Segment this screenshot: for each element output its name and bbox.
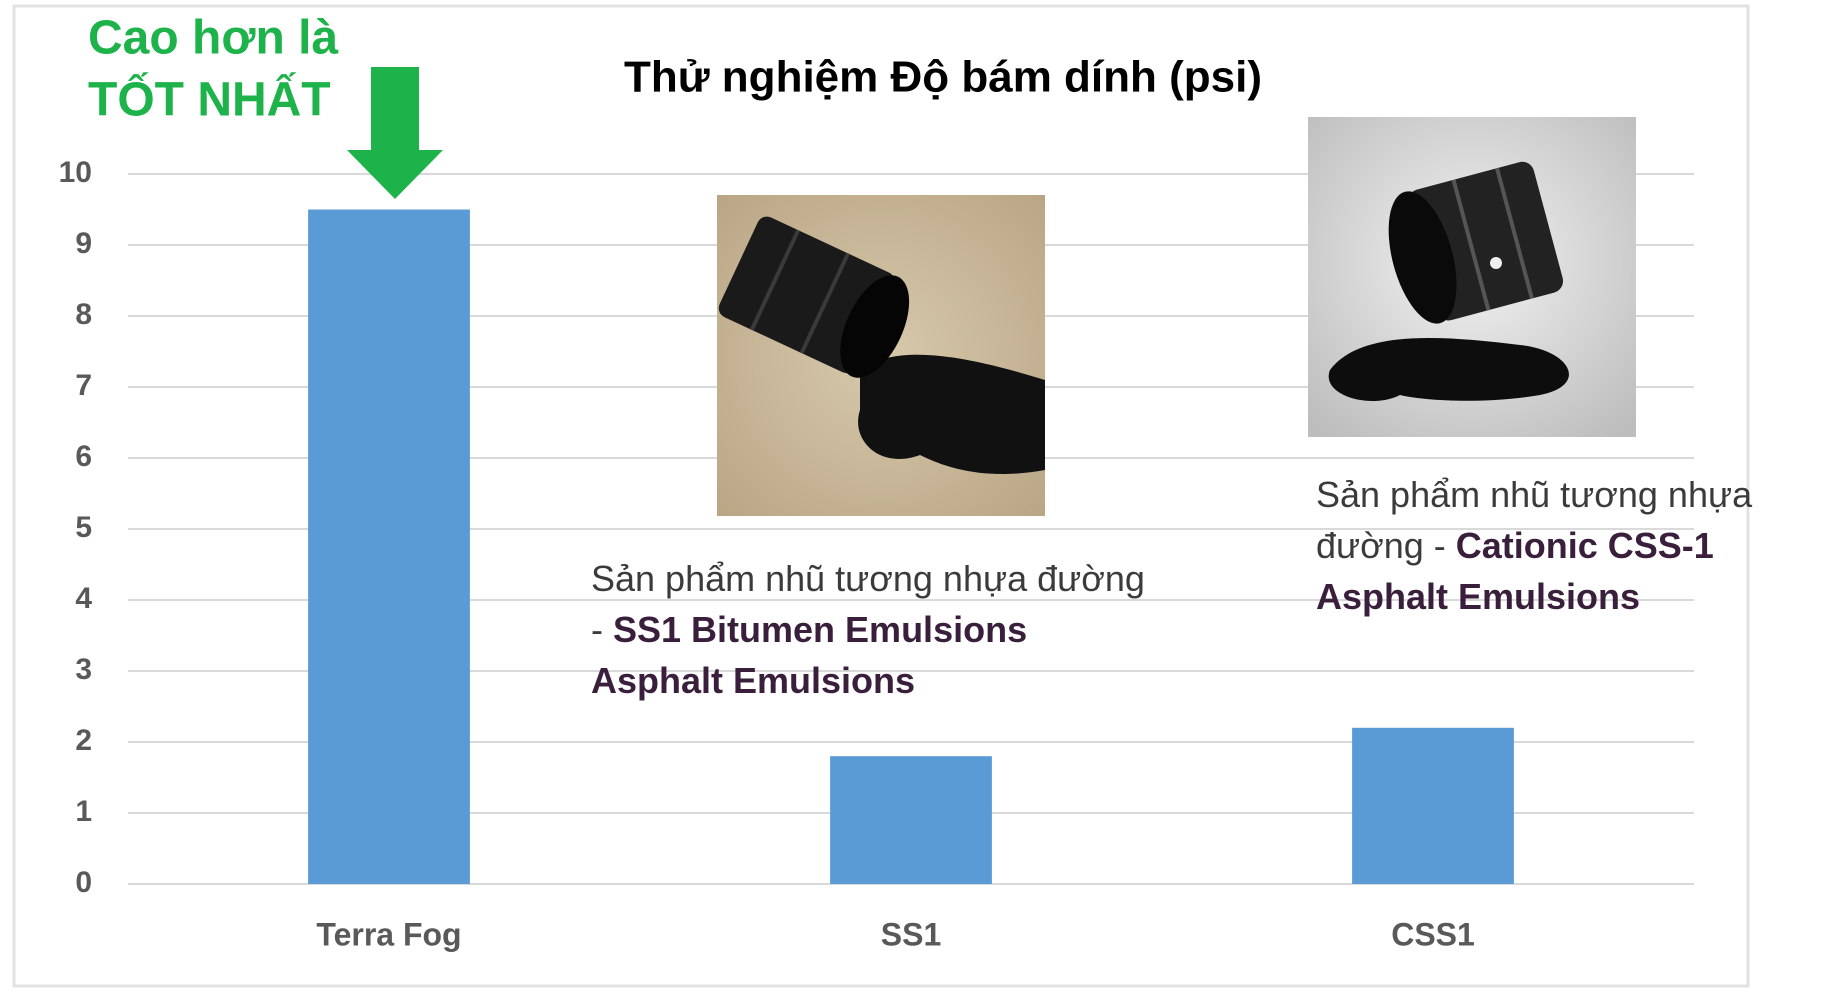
- x-tick-label: Terra Fog: [316, 916, 461, 952]
- highlight-arrow: [347, 67, 443, 199]
- annotation-text: đường -: [1316, 525, 1456, 566]
- x-tick-label: SS1: [881, 916, 941, 952]
- y-tick-label: 6: [75, 440, 92, 473]
- annotation-text: SS1 Bitumen Emulsions: [613, 609, 1027, 650]
- y-tick-label: 7: [75, 369, 92, 402]
- highlight-text: Cao hơn là: [88, 12, 338, 65]
- bar: [308, 209, 470, 884]
- annotation: - SS1 Bitumen Emulsions: [591, 609, 1027, 650]
- annotation: Asphalt Emulsions: [591, 660, 915, 701]
- y-tick-label: 9: [75, 227, 92, 260]
- annotation-text: Sản phẩm nhũ tương nhựa: [1316, 474, 1753, 515]
- annotation-text: -: [591, 609, 613, 650]
- y-tick-label: 0: [75, 866, 92, 899]
- annotation-text: Asphalt Emulsions: [591, 660, 915, 701]
- annotation: Asphalt Emulsions: [1316, 576, 1640, 617]
- image-css1: [1308, 117, 1636, 437]
- image-ss1: [717, 195, 1045, 516]
- y-tick-label: 1: [75, 795, 92, 828]
- y-tick-label: 8: [75, 298, 92, 331]
- bar: [1352, 727, 1514, 884]
- y-tick-label: 10: [59, 156, 92, 189]
- frame: [12, 4, 1750, 988]
- annotation: đường - Cationic CSS-1: [1316, 525, 1714, 566]
- bars: [308, 209, 1514, 884]
- annotation: Sản phẩm nhũ tương nhựa đường: [591, 558, 1145, 599]
- y-tick-label: 2: [75, 724, 92, 757]
- annotation-text: Cationic CSS-1: [1456, 525, 1714, 566]
- bar: [830, 756, 992, 884]
- annotation-text: Sản phẩm nhũ tương nhựa đường: [591, 558, 1145, 599]
- y-tick-label: 4: [75, 582, 92, 615]
- x-tick-label: CSS1: [1391, 916, 1475, 952]
- highlight-text: TỐT NHẤT: [88, 72, 331, 127]
- annotation-text: Asphalt Emulsions: [1316, 576, 1640, 617]
- y-tick-label: 5: [75, 511, 92, 544]
- chart-title: Thử nghiệm Độ bám dính (psi): [624, 53, 1262, 102]
- y-tick-label: 3: [75, 653, 92, 686]
- annotation: Sản phẩm nhũ tương nhựa: [1316, 474, 1753, 515]
